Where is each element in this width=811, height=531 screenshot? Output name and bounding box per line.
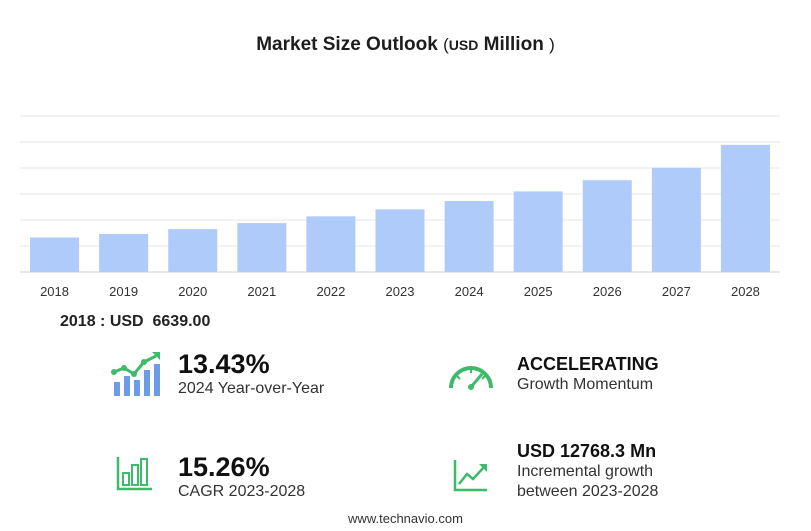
kpi-yoy: 13.43% 2024 Year-over-Year xyxy=(178,349,324,399)
x-tick-label: 2025 xyxy=(524,284,553,299)
x-tick-label: 2020 xyxy=(178,284,207,299)
base-sep: : xyxy=(100,313,106,330)
title-unit: USD xyxy=(448,37,479,53)
kpi-yoy-value: 13.43% xyxy=(178,349,270,379)
trend-up-icon xyxy=(453,460,487,492)
bar-2024 xyxy=(444,201,494,272)
base-year: 2018 xyxy=(60,313,96,330)
x-tick-label: 2027 xyxy=(662,284,691,299)
kpi-momentum-value: ACCELERATING xyxy=(517,354,659,374)
x-tick-label: 2019 xyxy=(109,284,138,299)
kpi-momentum-label: Growth Momentum xyxy=(517,376,654,393)
x-tick-label: 2026 xyxy=(593,284,622,299)
title-open-paren: ( xyxy=(443,35,449,54)
kpi-cagr: 15.26% CAGR 2023-2028 xyxy=(178,452,305,502)
bar-2021 xyxy=(237,223,287,272)
bar-2019 xyxy=(99,234,149,272)
title-unit-word: Million xyxy=(483,34,544,55)
bar-chart: 2018 2019 2020 2021 2022 2023 2024 2025 2026 2027… xyxy=(20,115,780,299)
base-year-stat: 2018 : USD 6639.00 xyxy=(60,313,210,331)
kpi-yoy-label: 2024 Year-over-Year xyxy=(178,380,325,397)
bar-2028 xyxy=(720,144,770,272)
x-tick-label: 2018 xyxy=(40,284,69,299)
bar-2026 xyxy=(582,180,632,272)
growth-chart-icon xyxy=(111,352,160,396)
kpi-incremental: USD 12768.3 Mn Incremental growth betwee… xyxy=(517,440,658,502)
kpi-incremental-label-2: between 2023-2028 xyxy=(517,483,659,500)
bar-2020 xyxy=(168,229,218,272)
bar-2025 xyxy=(513,191,563,272)
kpi-momentum: ACCELERATING Growth Momentum xyxy=(517,353,659,395)
x-tick-label: 2022 xyxy=(316,284,345,299)
x-tick-label: 2021 xyxy=(247,284,276,299)
chart-title-main: Market Size Outlook xyxy=(256,34,438,55)
base-value: 6639.00 xyxy=(152,313,211,330)
kpi-cagr-label: CAGR 2023-2028 xyxy=(178,483,306,500)
bar-chart-icon xyxy=(116,457,152,491)
bar-2018 xyxy=(30,237,80,272)
x-tick-label: 2024 xyxy=(455,284,484,299)
kpi-incremental-value: USD 12768.3 Mn xyxy=(517,441,657,461)
x-tick-label: 2023 xyxy=(386,284,415,299)
title-close-paren: ) xyxy=(549,35,555,54)
base-currency: USD xyxy=(109,313,144,330)
chart-title: Market Size Outlook (USD Million ) xyxy=(0,34,811,56)
bar-2027 xyxy=(651,167,701,272)
bar-2023 xyxy=(375,209,425,272)
x-tick-label: 2028 xyxy=(731,284,760,299)
kpi-incremental-label-1: Incremental growth xyxy=(517,463,654,480)
kpi-cagr-value: 15.26% xyxy=(178,452,270,482)
speedometer-icon xyxy=(449,366,493,390)
footer-url: www.technavio.com xyxy=(348,511,463,526)
bar-2022 xyxy=(306,216,356,272)
